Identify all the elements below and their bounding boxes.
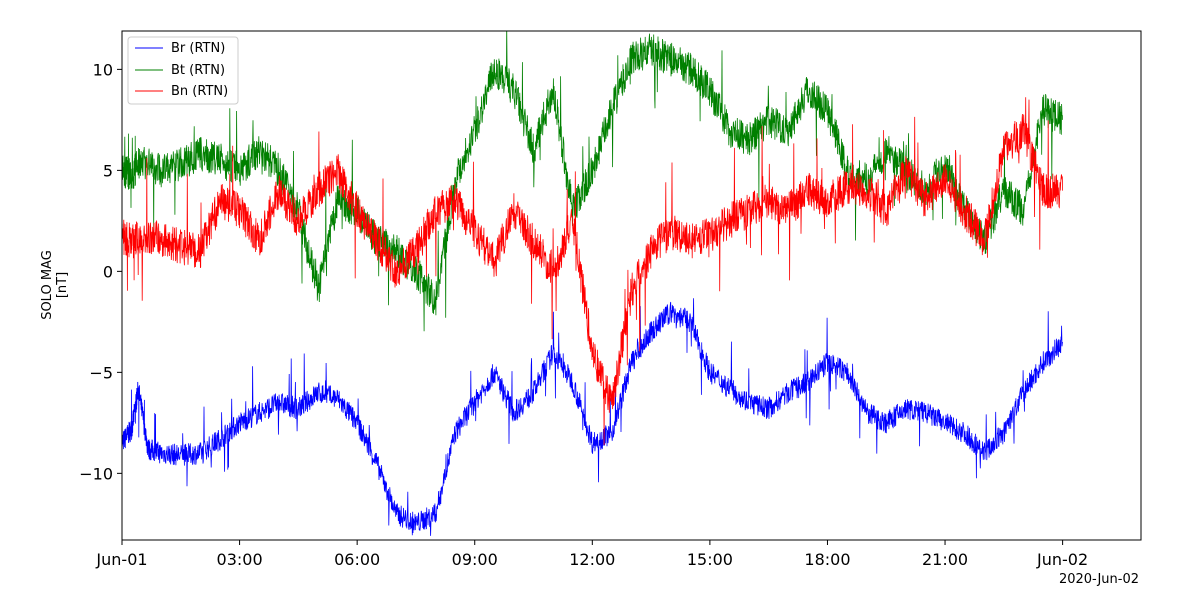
series-line-bt-rtn xyxy=(122,31,1063,332)
legend-label-bn: Bn (RTN) xyxy=(171,84,228,99)
y-tick-label: 10 xyxy=(93,60,113,79)
plot-frame xyxy=(121,30,1142,541)
legend: Br (RTN) Bt (RTN) Bn (RTN) xyxy=(127,36,239,105)
y-axis-label: SOLO MAG [nT] xyxy=(40,250,70,320)
x-tick-label: 03:00 xyxy=(217,550,263,569)
x-offset-label: 2020-Jun-02 xyxy=(1059,572,1139,587)
legend-label-br: Br (RTN) xyxy=(171,41,225,56)
x-tick-label: Jun-01 xyxy=(95,550,147,569)
x-tick-label: 06:00 xyxy=(334,550,380,569)
y-axis-ticks: −10 −5 0 5 10 xyxy=(79,60,122,483)
x-axis-ticks: Jun-01 03:00 06:00 09:00 12:00 15:00 18:00 21:0… xyxy=(95,540,1088,569)
y-axis-label-line-1: SOLO MAG xyxy=(40,250,55,320)
x-tick-label: 09:00 xyxy=(452,550,498,569)
y-tick-label: 5 xyxy=(103,161,113,180)
y-tick-label: −5 xyxy=(89,363,113,382)
series-line-bn-rtn xyxy=(122,97,1063,446)
x-tick-label: 15:00 xyxy=(687,550,733,569)
legend-label-bt: Bt (RTN) xyxy=(171,63,225,78)
x-tick-label: 18:00 xyxy=(804,550,850,569)
x-tick-label: 21:00 xyxy=(922,550,968,569)
x-tick-label: 12:00 xyxy=(569,550,615,569)
y-axis-label-line-2: [nT] xyxy=(55,272,70,298)
x-tick-label: Jun-02 xyxy=(1036,550,1088,569)
y-tick-label: −10 xyxy=(79,464,113,483)
legend-box xyxy=(127,36,239,105)
y-tick-label: 0 xyxy=(103,262,113,281)
series-line-br-rtn xyxy=(122,298,1063,536)
series-layer xyxy=(122,31,1063,536)
